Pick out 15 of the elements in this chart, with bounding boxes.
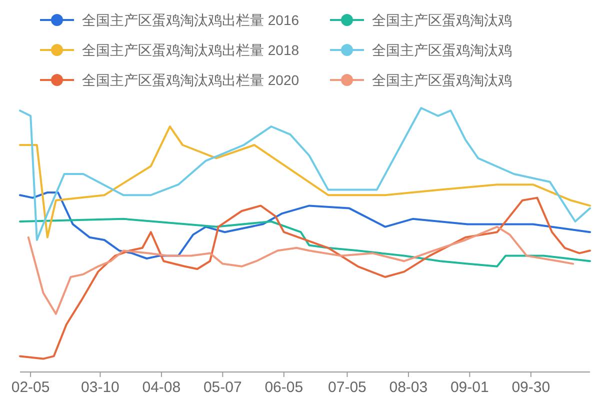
x-tick-label: 06-05 — [264, 379, 304, 396]
x-tick-label: 02-05 — [11, 379, 50, 396]
x-tick-label: 09-30 — [512, 379, 550, 396]
x-tick-label: 03-10 — [81, 379, 120, 396]
legend-label: 全国主产区蛋鸡淘汰鸡 — [372, 12, 512, 28]
legend-label: 全国主产区蛋鸡淘汰鸡 — [372, 42, 512, 58]
x-tick-label: 04-08 — [142, 379, 181, 396]
x-tick-label: 08-03 — [389, 379, 428, 396]
legend-label: 全国主产区蛋鸡淘汰鸡出栏量 2020 — [82, 72, 300, 88]
x-tick-label: 07-05 — [328, 379, 366, 396]
legend-label: 全国主产区蛋鸡淘汰鸡出栏量 2018 — [82, 42, 300, 58]
legend-label: 全国主产区蛋鸡淘汰鸡 — [372, 72, 512, 88]
legend-label: 全国主产区蛋鸡淘汰鸡出栏量 2016 — [82, 12, 300, 28]
x-tick-label: 09-01 — [450, 379, 489, 396]
x-tick-label: 05-07 — [203, 379, 242, 396]
